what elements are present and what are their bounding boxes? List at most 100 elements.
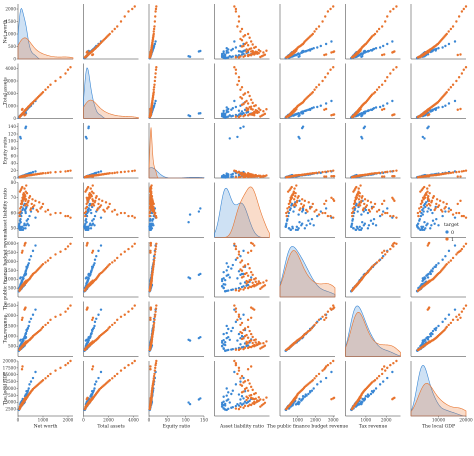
scatter-point-1 [152,210,155,213]
scatter-point-0 [231,288,235,291]
scatter-point-1 [440,269,443,272]
scatter-point-1 [377,86,381,89]
scatter-point-1 [435,335,439,339]
scatter-point-1 [302,333,306,337]
scatter-point-1 [392,68,395,71]
scatter-point-0 [294,53,297,57]
scatter-point-1 [237,76,241,79]
scatter-point-1 [393,199,396,203]
scatter-point-0 [227,398,230,401]
scatter-point-1 [323,368,326,371]
scatter-point-1 [464,216,468,219]
scatter-point-0 [431,329,435,333]
scatter-point-1 [459,53,462,56]
scatter-point-0 [319,210,323,213]
scatter-point-1 [285,211,288,215]
scatter-point-1 [377,27,381,31]
scatter-point-1 [426,244,429,247]
scatter-point-1 [395,66,398,69]
scatter-point-0 [20,280,24,283]
scatter-point-1 [326,363,330,367]
scatter-point-1 [151,201,155,204]
y-tick-label: 0 [13,175,16,180]
scatter-point-1 [35,173,38,176]
scatter-point-0 [188,213,192,216]
scatter-point-1 [353,205,356,209]
scatter-point-0 [378,214,382,218]
scatter-point-1 [324,170,327,173]
scatter-point-0 [301,49,305,53]
scatter-point-1 [332,359,335,363]
scatter-point-1 [262,342,265,345]
scatter-point-0 [231,114,235,118]
scatter-point-0 [358,113,361,116]
scatter-point-1 [444,327,447,330]
scatter-point-1 [31,101,34,105]
scatter-point-0 [228,55,231,58]
scatter-point-0 [85,276,88,279]
scatter-point-1 [428,279,431,282]
scatter-point-0 [437,106,440,109]
scatter-point-1 [155,66,158,69]
scatter-point-0 [93,320,97,324]
scatter-point-1 [375,261,379,264]
scatter-point-0 [308,222,312,225]
scatter-point-1 [464,242,468,245]
scatter-point-1 [243,175,247,179]
scatter-point-1 [249,175,253,178]
scatter-point-1 [332,216,335,219]
scatter-point-0 [366,50,370,53]
scatter-point-1 [28,277,32,280]
y-axis-label: The public finance budget revenue [3,229,9,310]
scatter-point-0 [93,214,97,218]
scatter-point-0 [25,390,28,393]
scatter-point-1 [152,27,156,31]
scatter-point-1 [240,259,244,262]
scatter-point-0 [434,328,437,332]
scatter-point-0 [427,272,430,276]
scatter-point-1 [92,191,95,195]
scatter-point-1 [154,211,157,215]
kde-area-0 [410,365,467,417]
scatter-point-1 [355,185,358,189]
scatter-point-1 [66,68,70,71]
scatter-point-0 [298,199,301,203]
scatter-point-1 [236,372,239,376]
scatter-point-0 [441,214,444,218]
scatter-point-1 [289,201,292,204]
scatter-point-1 [317,171,321,174]
y-tick-label: 1500 [5,19,16,24]
scatter-point-1 [324,365,328,368]
scatter-point-1 [35,331,38,335]
scatter-point-1 [127,170,130,173]
scatter-point-1 [119,253,123,256]
scatter-point-1 [248,285,251,288]
scatter-point-0 [366,211,370,215]
scatter-point-1 [456,202,459,206]
scatter-point-1 [111,377,114,380]
scatter-point-1 [233,66,236,69]
scatter-point-1 [249,40,253,43]
scatter-point-1 [40,205,43,209]
y-tick-label: 4000 [5,66,16,71]
scatter-point-1 [357,198,361,201]
scatter-point-1 [440,208,443,212]
x-tick-label: 2000 [310,418,321,423]
scatter-point-0 [312,224,315,227]
scatter-point-1 [154,7,158,11]
scatter-point-1 [91,249,95,253]
scatter-point-0 [93,258,97,261]
scatter-point-1 [240,86,244,89]
scatter-point-1 [88,191,91,195]
scatter-point-1 [150,277,154,280]
scatter-point-1 [332,5,335,8]
scatter-point-1 [245,41,248,44]
scatter-point-1 [251,281,254,285]
scatter-point-1 [321,369,324,372]
scatter-point-1 [154,247,157,251]
scatter-point-1 [329,214,332,218]
scatter-point-0 [222,395,225,398]
scatter-point-0 [21,276,24,279]
scatter-point-1 [249,278,253,281]
